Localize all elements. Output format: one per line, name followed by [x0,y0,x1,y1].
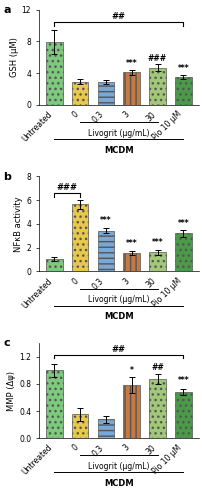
Text: ***: *** [125,60,137,68]
Bar [148,68,165,105]
Text: MCDM: MCDM [103,146,133,154]
Text: MCDM: MCDM [103,312,133,322]
Bar [46,370,62,438]
Bar [123,385,139,438]
Text: *: * [129,366,133,375]
Bar [123,253,139,272]
Y-axis label: NFκB activity: NFκB activity [14,196,23,252]
Text: ***: *** [100,216,111,225]
Text: ***: *** [177,376,188,385]
Text: ##: ## [150,362,163,372]
Y-axis label: MMP (Δψ): MMP (Δψ) [7,370,16,410]
Text: ##: ## [111,345,125,354]
Text: ***: *** [151,238,163,247]
Bar [174,234,191,272]
Bar [97,419,114,438]
Text: MCDM: MCDM [103,479,133,488]
Text: a: a [4,5,11,15]
Text: c: c [4,338,10,348]
Text: ***: *** [177,64,188,73]
Bar [71,82,88,105]
Bar [97,82,114,105]
Text: ###: ### [56,184,77,192]
Text: ###: ### [147,54,166,63]
Bar [174,392,191,438]
Bar [46,42,62,105]
Bar [174,76,191,105]
Bar [97,230,114,272]
Text: ***: *** [125,238,137,248]
Text: Livogrit (μg/mL): Livogrit (μg/mL) [88,295,149,304]
Bar [71,204,88,272]
Bar [148,252,165,272]
Text: Livogrit (μg/mL): Livogrit (μg/mL) [88,128,149,138]
Text: ***: *** [177,218,188,228]
Y-axis label: GSH (μM): GSH (μM) [10,38,19,78]
Bar [46,259,62,272]
Text: b: b [4,172,11,181]
Text: ##: ## [111,12,125,21]
Text: Livogrit (μg/mL): Livogrit (μg/mL) [88,462,149,471]
Bar [148,379,165,438]
Bar [71,414,88,438]
Bar [123,72,139,105]
